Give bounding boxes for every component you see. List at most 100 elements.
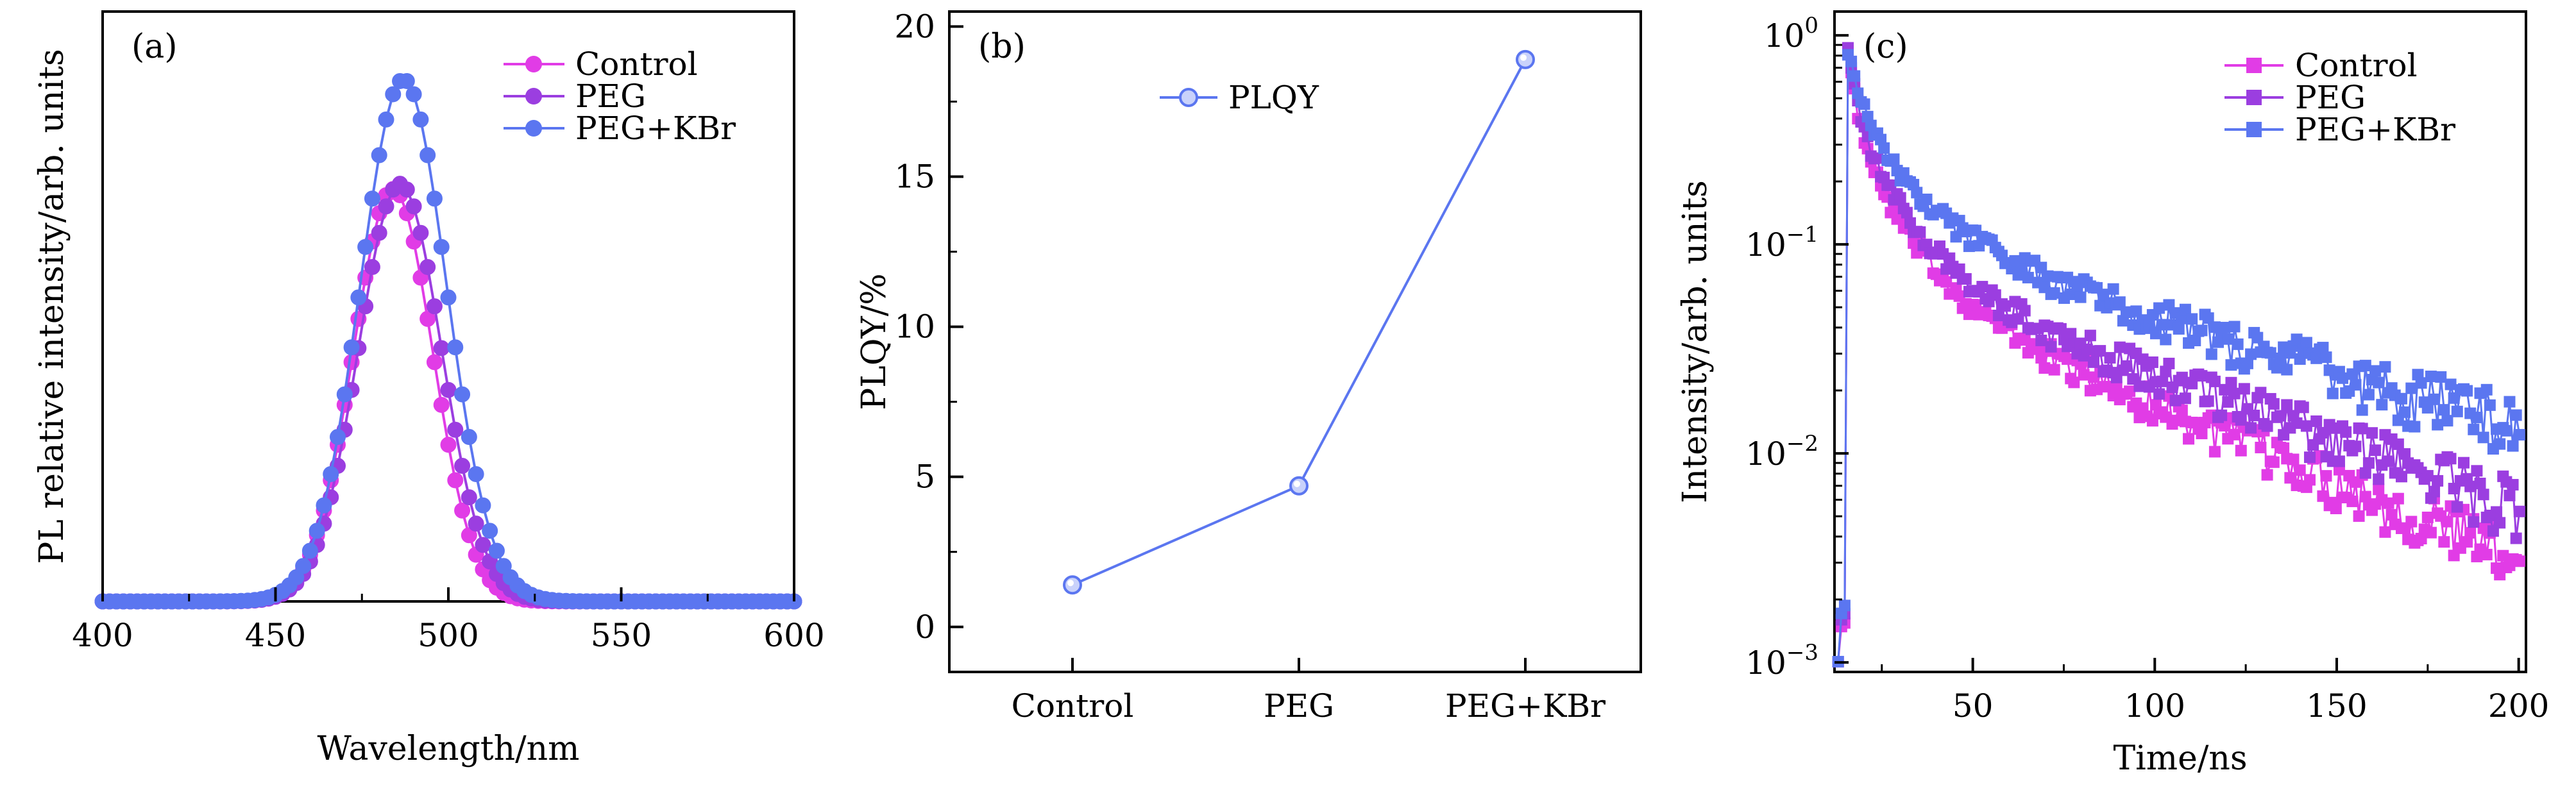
panel-a-label: (a)	[131, 28, 178, 66]
panel-a-point	[309, 523, 325, 539]
panel-c-point	[2373, 376, 2385, 389]
panel-c-x-axis-label: Time/ns	[2113, 739, 2247, 778]
panel-b-legend: PLQY	[1160, 79, 1319, 116]
panel-c-y-axis-label: Intensity/arb. units	[1676, 180, 1715, 503]
panel-c-point	[2074, 291, 2087, 303]
panel-c-point	[2038, 362, 2051, 374]
panel-c-point	[2425, 371, 2437, 383]
panel-b-y-tick-label: 10	[894, 308, 935, 346]
panel-c-point	[1920, 193, 1933, 205]
panel-c-point	[2261, 420, 2273, 432]
panel-c-point	[2392, 438, 2404, 450]
panel-c-point	[2186, 313, 2198, 325]
panel-c-point	[2477, 489, 2489, 501]
panel-c-point	[2255, 387, 2267, 399]
panel-c-point	[2320, 470, 2332, 482]
panel-a-point	[440, 437, 457, 453]
panel-c-point	[2445, 378, 2457, 390]
panel-c-point	[2330, 502, 2342, 514]
panel-c-point	[2294, 464, 2306, 476]
panel-c-legend-label: PEG	[2295, 79, 2366, 116]
panel-c-point	[2471, 412, 2483, 424]
panel-c-point	[2068, 376, 2080, 389]
panel-c-point	[2474, 478, 2486, 490]
panel-a-point	[398, 181, 415, 198]
panel-c-point	[2379, 526, 2391, 538]
panel-c-point	[2310, 352, 2323, 364]
panel-c-point	[2409, 421, 2421, 433]
panel-a-point	[433, 396, 450, 413]
panel-c-point	[2143, 319, 2155, 331]
panel-c-point	[2149, 328, 2162, 340]
panel-c-point	[2035, 334, 2047, 346]
panel-b-y-tick-label: 15	[894, 158, 935, 196]
panel-c-point	[2471, 465, 2483, 477]
panel-a-point	[357, 239, 374, 255]
panel-c-point	[2468, 423, 2480, 435]
panel-c-point	[2179, 303, 2191, 315]
panel-c-point	[2196, 370, 2208, 382]
panel-c-point	[2281, 364, 2293, 376]
panel-a-point	[447, 472, 464, 489]
panel-c-x-tick-label: 150	[2306, 687, 2367, 725]
panel-b-category-label: PEG	[1264, 687, 1334, 725]
panel-a-point	[475, 537, 491, 553]
panel-c-point	[2078, 369, 2090, 381]
panel-c-point	[1999, 300, 2012, 312]
panel-a-legend-marker	[525, 120, 542, 137]
panel-c-point	[2356, 404, 2368, 416]
panel-c-point	[2124, 385, 2136, 398]
panel-b-y-tick-label: 0	[915, 608, 935, 646]
panel-c-point	[2510, 532, 2522, 544]
panel-a-point	[440, 381, 457, 398]
panel-c-point	[2510, 409, 2522, 421]
panel-c-point	[2303, 451, 2316, 464]
panel-c-point	[2428, 393, 2441, 405]
panel-c-legend-marker	[2246, 122, 2262, 137]
panel-c-point	[2395, 471, 2407, 483]
panel-c-point	[2208, 446, 2221, 458]
panel-c-point	[2415, 377, 2427, 389]
panel-c-point	[2183, 433, 2195, 445]
panel-b-category-label: PEG+KBr	[1445, 687, 1606, 725]
panel-c-point	[2441, 516, 2453, 528]
panel-c-point	[2432, 419, 2444, 431]
panel-c-point	[1920, 239, 1933, 251]
panel-c-point	[2261, 469, 2273, 481]
panel-a-point	[330, 429, 346, 446]
panel-c-point	[2216, 409, 2228, 421]
panel-c-point	[2228, 428, 2241, 440]
panel-c-point	[1852, 87, 1864, 99]
panel-c-point	[2235, 414, 2247, 426]
panel-a-x-tick-label: 400	[72, 617, 133, 654]
panel-a-legend-label: PEG	[575, 78, 646, 115]
panel-c-point	[1976, 281, 1988, 293]
panel-a-point	[468, 516, 484, 532]
panel-c-point	[2114, 341, 2126, 353]
panel-a-point	[447, 421, 464, 438]
panel-a-point	[301, 542, 318, 559]
panel-a-x-tick-label: 600	[763, 617, 824, 654]
panel-c-point	[2045, 340, 2057, 353]
panel-a-x-tick-label: 450	[245, 617, 306, 654]
panel-c-point	[1963, 308, 1975, 321]
panel-c-point	[2202, 395, 2214, 407]
panel-a-point	[371, 224, 387, 241]
panel-b-label: (b)	[978, 28, 1026, 66]
panel-c-point	[2222, 333, 2234, 345]
panel-c-point	[2359, 360, 2371, 372]
panel-c-point	[2232, 338, 2244, 350]
panel-c-point	[2208, 375, 2221, 387]
panel-c-point	[1858, 98, 1870, 110]
panel-a-point	[419, 258, 436, 275]
panel-c-x-tick-label: 100	[2124, 687, 2185, 725]
panel-c-point	[2432, 474, 2444, 487]
panel-a-point	[419, 147, 436, 163]
panel-c-point	[2369, 365, 2382, 377]
panel-a-point	[398, 72, 415, 89]
panel-c-point	[2130, 305, 2142, 317]
panel-c-point	[1992, 310, 2004, 322]
panel-c-point	[2275, 410, 2287, 422]
panel-c-point	[1838, 599, 1851, 612]
